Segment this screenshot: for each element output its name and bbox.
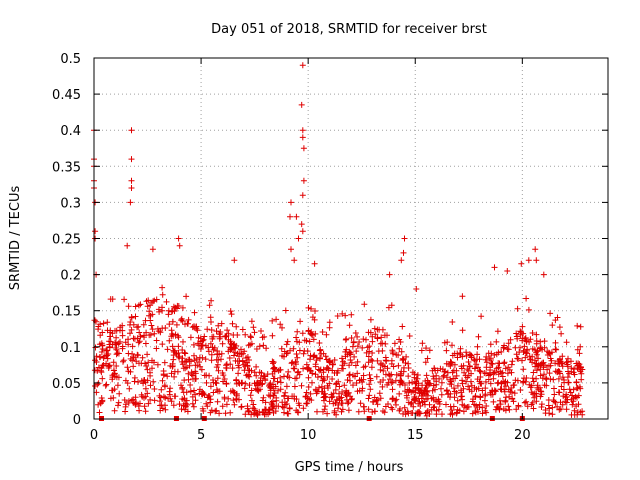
scatter-points — [91, 62, 586, 419]
y-tick-label: 0.15 — [52, 305, 81, 320]
y-tick-label: 0.05 — [52, 377, 81, 392]
y-tick-label: 0.4 — [60, 124, 81, 139]
data-points — [91, 62, 586, 419]
y-tick-label: 0.1 — [60, 341, 81, 356]
y-tick-labels: 0 0.05 0.1 0.15 0.2 0.25 0.3 0.35 0.4 0.45 0.5 — [52, 52, 81, 428]
y-tick-label: 0.25 — [52, 233, 81, 248]
y-axis-label: SRMTID / TECUs — [8, 186, 23, 291]
x-tick-label: 0 — [90, 428, 98, 443]
axis-ticks — [93, 57, 608, 420]
y-tick-label: 0 — [73, 413, 81, 428]
x-tick-labels: 0 5 10 15 20 — [90, 428, 531, 443]
x-axis-label: GPS time / hours — [295, 460, 404, 475]
y-tick-label: 0.45 — [52, 88, 81, 103]
y-tick-label: 0.3 — [60, 196, 81, 211]
x-tick-label: 15 — [407, 428, 424, 443]
chart-title: Day 051 of 2018, SRMTID for receiver brs… — [211, 22, 487, 37]
x-tick-label: 10 — [300, 428, 317, 443]
y-tick-label: 0.35 — [52, 160, 81, 175]
x-tick-label: 20 — [514, 428, 531, 443]
y-tick-label: 0.2 — [60, 269, 81, 284]
x-tick-label: 5 — [197, 428, 205, 443]
y-tick-label: 0.5 — [60, 52, 81, 67]
